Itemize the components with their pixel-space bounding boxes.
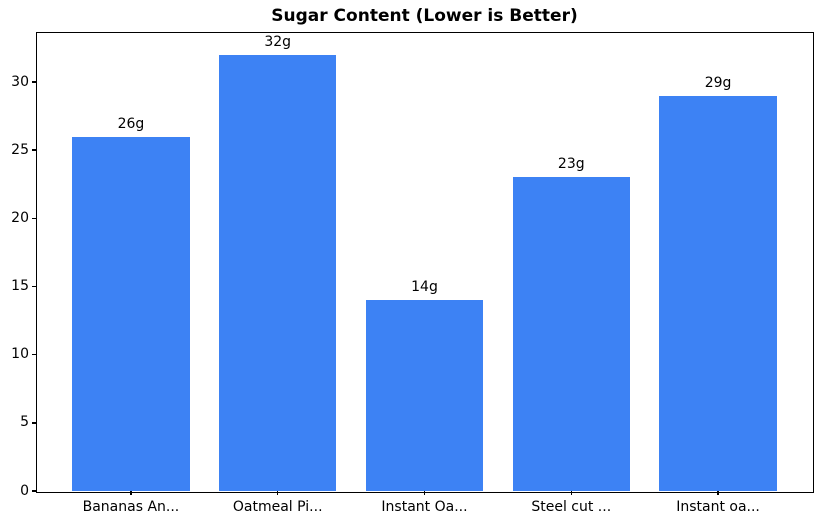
bar-2: [365, 300, 484, 491]
y-tick-label: 20: [11, 209, 29, 226]
y-tick-label: 30: [11, 73, 29, 90]
bar-value-label: 32g: [264, 33, 292, 50]
x-tick-mark: [276, 491, 279, 495]
y-tick-label: 10: [11, 346, 29, 363]
bar-value-label: 23g: [557, 156, 585, 173]
y-tick-label: 0: [20, 482, 29, 499]
x-tick-mark: [130, 491, 132, 495]
y-tick-mark: [32, 353, 36, 356]
y-tick-mark: [32, 217, 36, 220]
bar-value-label: 26g: [117, 115, 145, 132]
y-tick-label: 5: [20, 414, 29, 431]
y-tick-mark: [32, 81, 36, 83]
y-tick-label: 15: [11, 278, 29, 295]
y-tick-mark: [32, 422, 36, 424]
x-tick-mark: [570, 491, 573, 495]
x-tick-label: Instant Oa...: [381, 499, 468, 515]
x-tick-label: Instant oa...: [676, 499, 760, 515]
bar-3: [512, 177, 630, 491]
y-tick-label: 25: [11, 141, 29, 158]
x-tick-label: Oatmeal Pi...: [232, 499, 323, 515]
y-tick-mark: [32, 149, 36, 151]
y-tick-mark: [32, 285, 36, 288]
bar-0: [72, 136, 190, 491]
bar-value-label: 29g: [704, 74, 732, 91]
x-tick-mark: [717, 491, 719, 495]
x-tick-label: Steel cut ...: [531, 499, 612, 515]
bar-value-label: 14g: [411, 279, 438, 296]
x-tick-mark: [423, 491, 426, 495]
x-tick-label: Bananas An...: [82, 499, 180, 515]
bar-4: [659, 95, 777, 491]
chart-title: Sugar Content (Lower is Better): [271, 6, 578, 26]
y-tick-mark: [32, 490, 36, 492]
bar-1: [219, 54, 337, 491]
